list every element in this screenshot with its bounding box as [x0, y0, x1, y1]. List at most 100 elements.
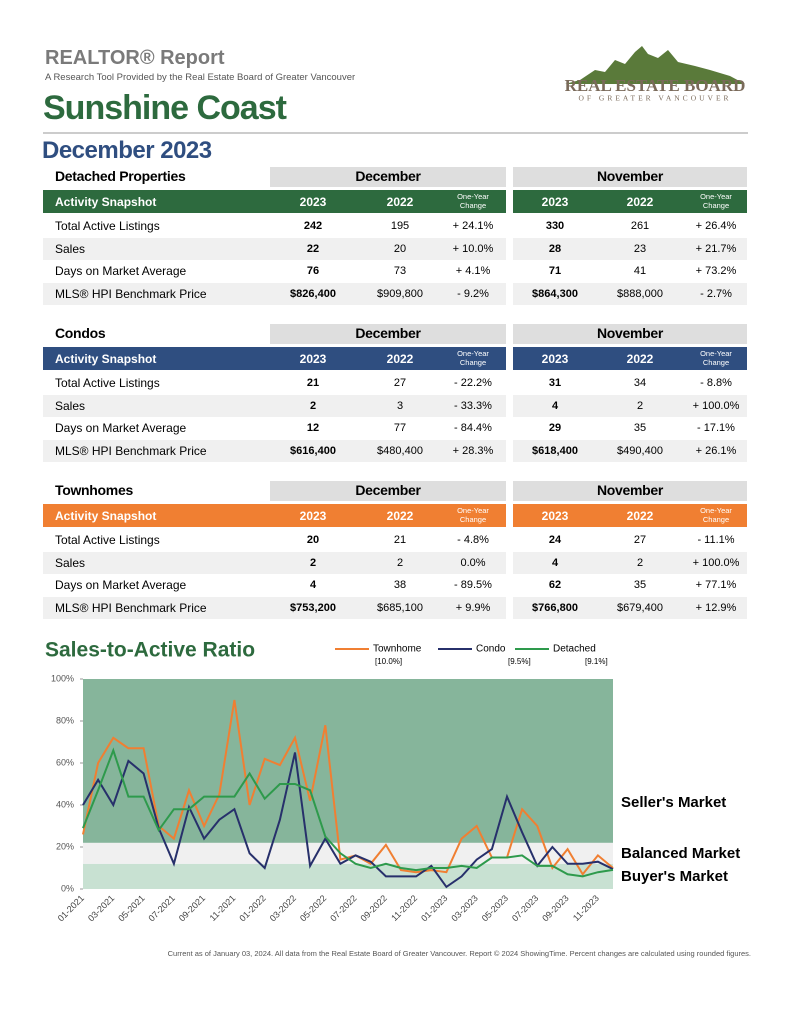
- header-cell: One-Year Change: [700, 349, 732, 367]
- cell: 22: [306, 242, 320, 255]
- cell: $679,400: [617, 601, 663, 614]
- cell: + 28.3%: [452, 444, 494, 457]
- y-tick-label: 60%: [56, 757, 74, 767]
- row-label: MLS® HPI Benchmark Price: [55, 286, 207, 301]
- header-cell: 2022: [626, 195, 654, 209]
- cell: 34: [633, 377, 647, 389]
- x-tick-label: 11-2023: [571, 893, 601, 923]
- cell: - 84.4%: [454, 422, 492, 434]
- group-label: November: [596, 482, 664, 498]
- cell: 195: [390, 220, 410, 232]
- cell: 28: [548, 242, 562, 255]
- zone-label: Seller's Market: [621, 794, 726, 811]
- cell: 76: [306, 265, 320, 277]
- cell: - 2.7%: [700, 287, 732, 300]
- header-cell: 2022: [386, 195, 414, 209]
- cell: $766,800: [532, 601, 578, 614]
- cell: + 24.1%: [452, 220, 494, 232]
- header-cell: One-Year Change: [700, 192, 732, 210]
- cell: - 89.5%: [454, 579, 492, 591]
- header-cell: One-Year Change: [457, 349, 489, 367]
- legend-label: Detached: [553, 644, 596, 655]
- row-band: [513, 596, 747, 619]
- chart-title: Sales-to-Active Ratio: [45, 639, 255, 662]
- group-label: December: [355, 168, 421, 184]
- legend-note: [9.1%]: [585, 657, 608, 666]
- divider: [43, 132, 748, 134]
- row-label: MLS® HPI Benchmark Price: [55, 443, 207, 458]
- cell: $490,400: [617, 444, 663, 457]
- header-bar: [513, 190, 747, 213]
- cell: $753,200: [290, 601, 336, 614]
- zone: [83, 679, 613, 843]
- cell: + 26.1%: [695, 444, 737, 457]
- cell: 330: [545, 220, 565, 232]
- x-tick-label: 09-2021: [177, 893, 207, 923]
- cell: 41: [633, 265, 647, 277]
- cell: $888,000: [617, 287, 663, 300]
- zone-label: Balanced Market: [621, 845, 740, 862]
- cell: 35: [633, 579, 647, 591]
- cell: 3: [396, 399, 404, 412]
- header-bar: [43, 190, 506, 213]
- cell: $616,400: [290, 444, 336, 457]
- row-band: [513, 282, 747, 305]
- x-tick-label: 01-2022: [237, 893, 267, 923]
- x-tick-label: 03-2023: [449, 893, 479, 923]
- header-bar: [43, 347, 506, 370]
- y-tick-label: 40%: [56, 799, 74, 809]
- group-label: December: [355, 325, 421, 341]
- cell: 2: [636, 399, 644, 412]
- cell: + 10.0%: [452, 242, 494, 255]
- cell: 38: [393, 579, 407, 591]
- x-tick-label: 01-2021: [56, 893, 86, 923]
- header-cell: 2022: [626, 509, 654, 523]
- cell: 12: [306, 422, 320, 434]
- series-line: [82, 747, 614, 878]
- cell: 29: [548, 422, 562, 434]
- cell: 24: [548, 534, 562, 546]
- row-label: MLS® HPI Benchmark Price: [55, 600, 207, 615]
- cell: - 17.1%: [697, 422, 735, 434]
- section-name: Detached Properties: [55, 168, 186, 184]
- row-label: Total Active Listings: [55, 376, 160, 390]
- header-bar: [43, 504, 506, 527]
- cell: + 100.0%: [692, 399, 740, 412]
- cell: + 26.4%: [695, 220, 737, 232]
- y-tick-label: 20%: [56, 841, 74, 851]
- cell: $909,800: [377, 287, 423, 300]
- row-label: Days on Market Average: [55, 264, 187, 278]
- cell: 4: [551, 556, 559, 569]
- cell: 2: [309, 556, 317, 569]
- header-cell: One-Year Change: [457, 506, 489, 524]
- header-cell: 2022: [386, 509, 414, 523]
- cell: + 9.9%: [455, 601, 491, 614]
- logo: REAL ESTATE BOARD OF GREATER VANCOUVER: [565, 46, 746, 103]
- legend-label: Condo: [476, 644, 506, 655]
- cell: - 4.8%: [457, 534, 489, 546]
- cell: 21: [393, 534, 407, 546]
- row-band: [43, 439, 506, 462]
- cell: - 11.1%: [697, 534, 735, 546]
- cell: 27: [393, 377, 407, 389]
- cell: 77: [393, 422, 407, 434]
- row-band: [43, 282, 506, 305]
- header-bar: [513, 347, 747, 370]
- row-band: [513, 551, 747, 574]
- logo-title: REAL ESTATE BOARD: [565, 76, 746, 95]
- logo-subtitle: OF GREATER VANCOUVER: [578, 94, 731, 103]
- header-cell: 2023: [541, 352, 569, 366]
- cell: + 12.9%: [695, 601, 737, 614]
- y-tick-label: 80%: [56, 715, 74, 725]
- header-cell: 2023: [299, 509, 327, 523]
- report-title: REALTOR® Report: [45, 47, 225, 69]
- row-band: [513, 439, 747, 462]
- group-label: December: [355, 482, 421, 498]
- logo-skyline: [565, 46, 745, 84]
- cell: 4: [551, 399, 559, 412]
- cell: + 21.7%: [695, 242, 737, 255]
- header-cell: Activity Snapshot: [55, 509, 157, 523]
- cell: - 8.8%: [700, 377, 732, 389]
- y-tick-label: 100%: [51, 673, 74, 683]
